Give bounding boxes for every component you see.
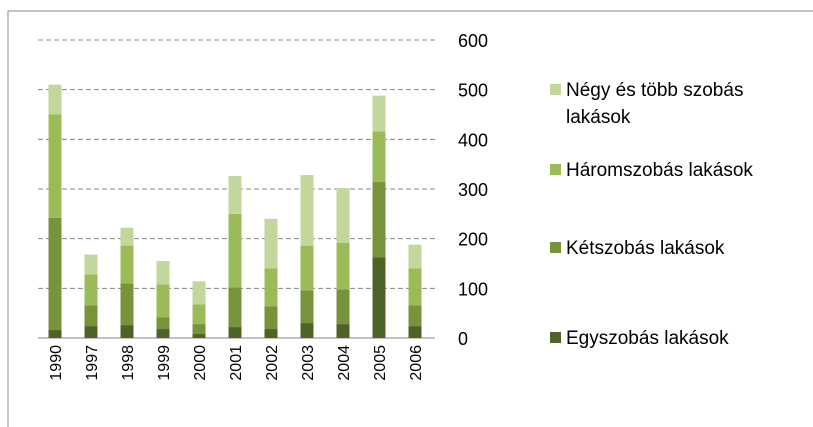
- bar-segment: [228, 213, 242, 288]
- legend-swatch: [550, 332, 561, 343]
- bar-segment: [264, 268, 278, 307]
- y-tick-label: 400: [458, 130, 488, 150]
- bar-segment: [300, 323, 314, 338]
- bar-segment: [408, 305, 422, 327]
- bar-segment: [84, 326, 98, 338]
- legend-item: Háromszobás lakások: [550, 157, 806, 184]
- legend-swatch: [550, 164, 561, 175]
- x-tick-label: 2004: [336, 345, 353, 381]
- bar-segment: [336, 289, 350, 325]
- bar-segment: [156, 329, 170, 338]
- bar-segment: [336, 242, 350, 290]
- bar-segment: [192, 304, 206, 325]
- bar-segment: [372, 182, 386, 258]
- x-tick-label: 1997: [84, 345, 101, 381]
- bar-segment: [372, 95, 386, 132]
- bar-segment: [48, 330, 62, 338]
- legend-label: Kétszobás lakások: [566, 238, 725, 259]
- bar-segment: [228, 327, 242, 338]
- bar-segment: [48, 84, 62, 115]
- x-tick-label: 2003: [300, 345, 317, 381]
- bar-segment: [120, 245, 134, 284]
- y-tick-label: 600: [458, 31, 488, 51]
- bar-segment: [48, 114, 62, 218]
- bar-segment: [336, 188, 350, 243]
- legend-item: Négy és több szobás lakások: [550, 77, 806, 131]
- x-tick-label: 1999: [156, 345, 173, 381]
- x-tick-label: 1998: [120, 345, 137, 381]
- bar-segment: [228, 176, 242, 214]
- x-tick-label: 2001: [228, 345, 245, 381]
- bar-segment: [156, 261, 170, 285]
- bar-segment: [84, 305, 98, 327]
- bar-segment: [372, 257, 386, 338]
- bar-segment: [264, 306, 278, 330]
- legend-item: Kétszobás lakások: [550, 235, 806, 262]
- legend-swatch: [550, 242, 561, 253]
- bar-segment: [300, 175, 314, 246]
- bar-segment: [408, 268, 422, 306]
- bar-segment: [120, 227, 134, 246]
- bar-segment: [156, 284, 170, 318]
- legend-label: Egyszobás lakások: [566, 328, 729, 349]
- legend-swatch: [550, 84, 561, 95]
- y-tick-label: 300: [458, 180, 488, 200]
- x-tick-label: 2002: [264, 345, 281, 381]
- y-tick-label: 0: [458, 329, 468, 349]
- legend-label: Négy és több szobás lakások: [566, 80, 744, 128]
- bar-segment: [120, 325, 134, 338]
- bar-segment: [264, 218, 278, 269]
- bar-segment: [192, 324, 206, 335]
- bar-segment: [300, 245, 314, 291]
- bar-segment: [120, 283, 134, 326]
- y-tick-label: 500: [458, 81, 488, 101]
- x-tick-label: 2006: [408, 345, 425, 381]
- bar-segment: [192, 281, 206, 305]
- bar-segment: [372, 131, 386, 183]
- bar-segment: [84, 274, 98, 306]
- y-tick-label: 200: [458, 230, 488, 250]
- bar-segment: [408, 244, 422, 269]
- bar-segment: [156, 317, 170, 330]
- bar-segment: [84, 254, 98, 275]
- legend-label: Háromszobás lakások: [566, 160, 753, 181]
- bar-segment: [192, 334, 206, 338]
- bar-segment: [300, 290, 314, 324]
- bar-segment: [408, 326, 422, 338]
- bar-segment: [336, 324, 350, 338]
- bar-segment: [48, 217, 62, 331]
- bar-segment: [228, 287, 242, 328]
- x-tick-label: 1990: [48, 345, 65, 381]
- y-tick-label: 100: [458, 279, 488, 299]
- x-tick-label: 2005: [372, 345, 389, 381]
- legend-item: Egyszobás lakások: [550, 325, 806, 352]
- bar-segment: [264, 329, 278, 338]
- x-tick-label: 2000: [192, 345, 209, 381]
